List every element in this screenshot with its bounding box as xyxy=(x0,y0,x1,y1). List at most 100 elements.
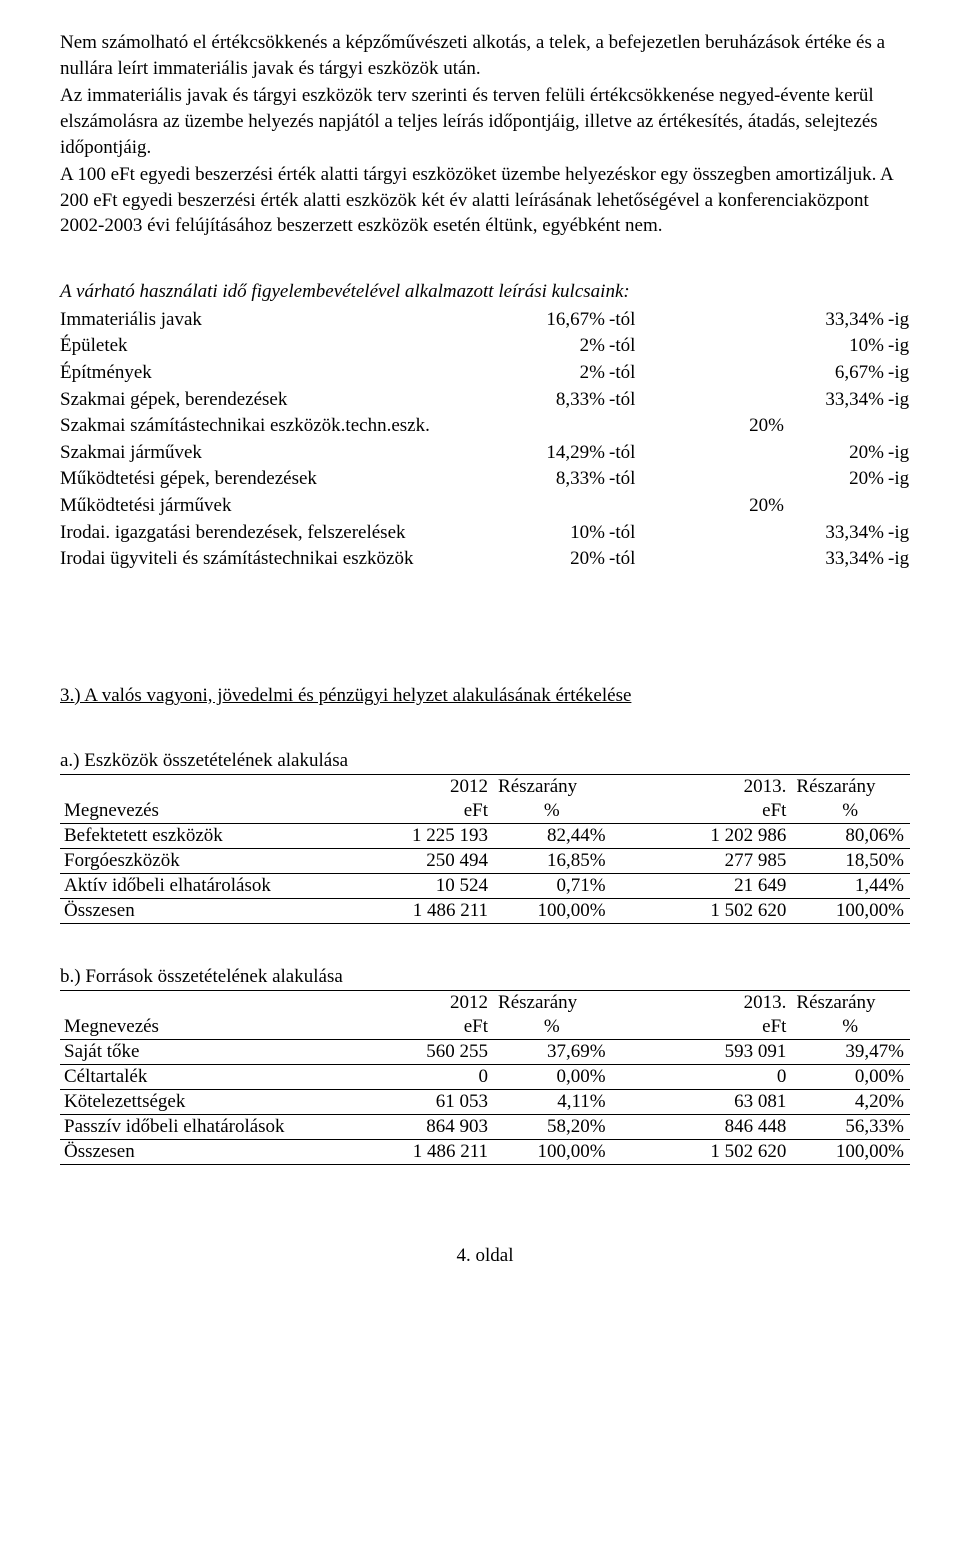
table-row: Aktív időbeli elhatárolások10 5240,71%21… xyxy=(60,873,910,898)
table-header-cell: 2013. xyxy=(666,774,793,799)
table-header-cell: eFt xyxy=(666,1015,793,1040)
table-cell: Aktív időbeli elhatárolások xyxy=(60,873,367,898)
rate-from: 16,67% xyxy=(490,307,605,334)
table-cell: 0,00% xyxy=(792,1064,910,1089)
rate-to-suffix: -ig xyxy=(884,520,938,547)
table-header-cell: % xyxy=(494,1015,612,1040)
paragraph-2: Az immateriális javak és tárgyi eszközök… xyxy=(60,83,910,160)
table-cell: 0 xyxy=(367,1064,494,1089)
rate-label: Működtetési gépek, berendezések xyxy=(60,466,490,493)
table-cell: 63 081 xyxy=(666,1089,793,1114)
rate-from: 20% xyxy=(490,546,605,573)
rate-label: Irodai. igazgatási berendezések, felszer… xyxy=(60,520,490,547)
rate-gap xyxy=(654,387,784,414)
table-row: Kötelezettségek61 0534,11%63 0814,20% xyxy=(60,1089,910,1114)
rate-to-suffix: -ig xyxy=(884,360,938,387)
rate-row: Működtetési gépek, berendezések8,33%-tól… xyxy=(60,466,910,493)
table-cell: 100,00% xyxy=(494,1139,612,1164)
table-cell: 0,00% xyxy=(494,1064,612,1089)
rate-from-suffix: -tól xyxy=(605,520,654,547)
table-row: Összesen1 486 211100,00%1 502 620100,00% xyxy=(60,898,910,923)
table-cell: 4,11% xyxy=(494,1089,612,1114)
table-header-cell xyxy=(612,774,666,799)
rate-label: Építmények xyxy=(60,360,490,387)
table-a-caption: a.) Eszközök összetételének alakulása xyxy=(60,748,910,774)
rate-from-suffix xyxy=(605,413,654,440)
table-cell: 16,85% xyxy=(494,848,612,873)
table-cell: 1 486 211 xyxy=(367,1139,494,1164)
table-a: 2012Részarány2013.RészarányMegnevezéseFt… xyxy=(60,774,910,924)
rate-to-suffix: -ig xyxy=(884,307,938,334)
table-header-cell: Részarány xyxy=(494,990,612,1015)
table-b-block: b.) Források összetételének alakulása 20… xyxy=(60,964,910,1165)
page-footer: 4. oldal xyxy=(60,1245,910,1267)
rate-label: Szakmai járművek xyxy=(60,440,490,467)
table-cell: 277 985 xyxy=(666,848,793,873)
rate-to: 33,34% xyxy=(784,520,884,547)
rate-from-suffix: -tól xyxy=(605,307,654,334)
table-cell: 846 448 xyxy=(666,1114,793,1139)
table-cell: 21 649 xyxy=(666,873,793,898)
table-cell: 560 255 xyxy=(367,1039,494,1064)
table-row: Céltartalék00,00%00,00% xyxy=(60,1064,910,1089)
rate-from-suffix: -tól xyxy=(605,546,654,573)
table-cell: 0 xyxy=(666,1064,793,1089)
table-header-cell: 2013. xyxy=(666,990,793,1015)
table-header-cell xyxy=(612,799,666,824)
table-header-cell xyxy=(60,774,367,799)
rate-label: Immateriális javak xyxy=(60,307,490,334)
rate-to-suffix: -ig xyxy=(884,440,938,467)
table-cell: 56,33% xyxy=(792,1114,910,1139)
rate-from-suffix: -tól xyxy=(605,360,654,387)
rate-to: 33,34% xyxy=(784,307,884,334)
table-header-cell: Részarány xyxy=(792,990,910,1015)
rate-row: Irodai. igazgatási berendezések, felszer… xyxy=(60,520,910,547)
rate-gap xyxy=(654,466,784,493)
depreciation-rates: A várható használati idő figyelembevétel… xyxy=(60,279,910,573)
table-cell xyxy=(612,1039,666,1064)
table-cell xyxy=(612,873,666,898)
table-cell xyxy=(612,823,666,848)
rate-row: Építmények2%-tól6,67%-ig xyxy=(60,360,910,387)
rate-to: 10% xyxy=(784,333,884,360)
table-cell xyxy=(612,1089,666,1114)
rate-from-suffix: -tól xyxy=(605,387,654,414)
table-cell: 100,00% xyxy=(792,898,910,923)
table-cell xyxy=(612,898,666,923)
rate-to: 33,34% xyxy=(784,546,884,573)
table-header-cell xyxy=(60,990,367,1015)
rate-label: Irodai ügyviteli és számítástechnikai es… xyxy=(60,546,490,573)
section-3-title: 3.) A valós vagyoni, jövedelmi és pénzüg… xyxy=(60,683,910,709)
table-cell: 593 091 xyxy=(666,1039,793,1064)
table-cell: 61 053 xyxy=(367,1089,494,1114)
table-header-cell: eFt xyxy=(666,799,793,824)
table-header-cell xyxy=(612,990,666,1015)
rate-row: Immateriális javak16,67%-tól33,34%-ig xyxy=(60,307,910,334)
table-row: Passzív időbeli elhatárolások864 90358,2… xyxy=(60,1114,910,1139)
rate-from-suffix: -tól xyxy=(605,466,654,493)
rates-intro: A várható használati idő figyelembevétel… xyxy=(60,279,910,305)
table-cell: 58,20% xyxy=(494,1114,612,1139)
table-a-block: a.) Eszközök összetételének alakulása 20… xyxy=(60,748,910,924)
rate-to: 6,67% xyxy=(784,360,884,387)
table-header-cell: % xyxy=(494,799,612,824)
table-row: Összesen1 486 211100,00%1 502 620100,00% xyxy=(60,1139,910,1164)
table-cell: 18,50% xyxy=(792,848,910,873)
table-cell: Céltartalék xyxy=(60,1064,367,1089)
table-cell: 1 202 986 xyxy=(666,823,793,848)
table-cell: 37,69% xyxy=(494,1039,612,1064)
table-row: Saját tőke560 25537,69%593 09139,47% xyxy=(60,1039,910,1064)
table-header-cell: % xyxy=(792,799,910,824)
rate-from: 8,33% xyxy=(490,466,605,493)
table-header-cell: eFt xyxy=(367,1015,494,1040)
table-cell: 1 502 620 xyxy=(666,898,793,923)
rate-gap xyxy=(654,307,784,334)
table-header-cell: Részarány xyxy=(494,774,612,799)
table-cell: 100,00% xyxy=(792,1139,910,1164)
rate-from-suffix: -tól xyxy=(605,440,654,467)
paragraph-1: Nem számolható el értékcsökkenés a képző… xyxy=(60,30,910,81)
rate-gap xyxy=(654,520,784,547)
rate-to-suffix: -ig xyxy=(884,466,938,493)
rate-gap xyxy=(654,440,784,467)
table-cell: 4,20% xyxy=(792,1089,910,1114)
